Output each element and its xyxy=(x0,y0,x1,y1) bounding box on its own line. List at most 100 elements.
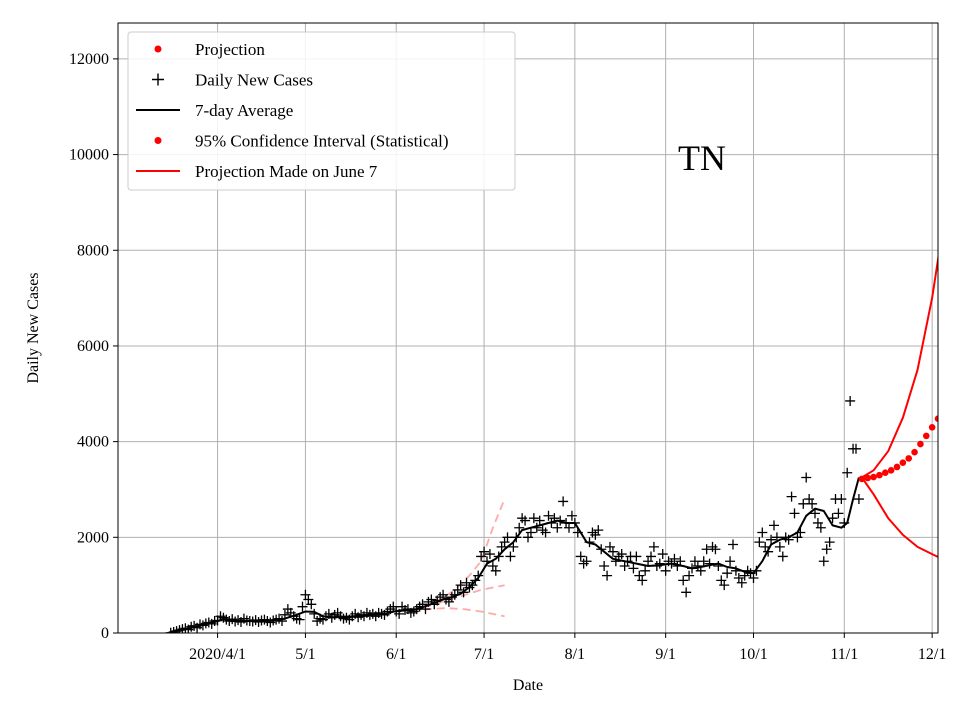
daily-cases-point xyxy=(502,532,513,543)
daily-cases-point xyxy=(774,541,785,552)
daily-cases-point xyxy=(698,556,709,567)
daily-cases-point xyxy=(657,549,668,560)
projection-point xyxy=(887,467,895,474)
legend-box xyxy=(127,31,516,191)
daily-cases-point xyxy=(845,395,856,406)
daily-cases-point xyxy=(646,551,656,562)
daily-cases-point xyxy=(640,565,651,576)
daily-cases-point xyxy=(725,556,736,567)
projection-point xyxy=(917,440,924,448)
daily-cases-point xyxy=(853,494,864,505)
daily-cases-point xyxy=(508,541,519,552)
projection-point xyxy=(893,463,901,471)
daily-cases-point xyxy=(581,556,592,567)
daily-cases-point xyxy=(669,553,680,564)
y-tick-label: 4000 xyxy=(77,434,109,451)
legend-marker-dot xyxy=(154,137,162,144)
daily-cases-point xyxy=(628,563,639,574)
daily-cases-point xyxy=(807,498,818,509)
y-tick-label: 0 xyxy=(101,625,109,642)
plot-frame xyxy=(117,22,939,634)
daily-cases-point xyxy=(525,527,536,538)
projection-point xyxy=(928,423,936,431)
daily-cases-point xyxy=(552,522,563,533)
projection-point xyxy=(864,474,872,482)
projection-point xyxy=(876,471,883,479)
daily-cases-point xyxy=(821,544,832,555)
x-tick-label: 12/1 xyxy=(918,646,946,663)
legend-label: Projection Made on June 7 xyxy=(195,162,378,181)
daily-cases-point xyxy=(564,522,574,533)
daily-cases-point xyxy=(851,443,861,454)
daily-cases-point xyxy=(722,568,733,579)
x-tick-label: 7/1 xyxy=(474,646,494,663)
daily-cases-point xyxy=(678,575,689,586)
x-tick-label: 8/1 xyxy=(565,646,585,663)
y-tick-label: 6000 xyxy=(77,338,109,355)
daily-cases-point xyxy=(543,510,554,521)
daily-cases-point xyxy=(710,544,721,555)
y-tick-label: 10000 xyxy=(69,147,109,164)
daily-cases-point xyxy=(484,549,495,560)
daily-cases-point xyxy=(842,467,853,478)
daily-cases-point xyxy=(833,508,844,519)
daily-cases-point xyxy=(528,513,539,524)
legend-label: Daily New Cases xyxy=(195,71,313,90)
daily-cases-point xyxy=(684,570,695,581)
daily-cases-point xyxy=(520,515,531,526)
x-tick-label: 5/1 xyxy=(295,646,315,663)
x-axis-label: Date xyxy=(513,677,543,694)
daily-cases-point xyxy=(602,570,613,581)
daily-cases-point xyxy=(455,580,466,591)
projection-point xyxy=(911,448,918,456)
daily-cases-point xyxy=(801,472,812,483)
daily-cases-point xyxy=(306,599,317,610)
daily-cases-point xyxy=(810,508,820,519)
projection-point xyxy=(858,475,866,483)
y-tick-label: 2000 xyxy=(77,529,109,546)
legend-label: Projection xyxy=(195,40,265,59)
daily-cases-point xyxy=(297,601,308,612)
daily-cases-point xyxy=(637,575,648,586)
daily-cases-point xyxy=(277,616,287,627)
x-tick-label: 2020/4/1 xyxy=(189,646,246,663)
daily-cases-point xyxy=(514,522,525,533)
daily-cases-point xyxy=(701,544,712,555)
daily-cases-point xyxy=(566,510,577,521)
legend-label: 95% Confidence Interval (Statistical) xyxy=(195,132,449,151)
projection-point xyxy=(870,473,877,481)
y-tick-label: 8000 xyxy=(77,242,109,259)
daily-cases-point xyxy=(599,561,610,572)
daily-cases-point xyxy=(490,565,501,576)
daily-cases-point xyxy=(294,614,305,625)
legend-marker-dot xyxy=(154,45,162,53)
daily-cases-point xyxy=(654,558,665,569)
x-tick-label: 9/1 xyxy=(655,646,675,663)
daily-cases-point xyxy=(558,496,569,507)
daily-cases-point xyxy=(479,546,490,557)
daily-cases-point xyxy=(616,549,627,560)
projection-point xyxy=(922,432,930,440)
legend-label: 7-day Average xyxy=(195,101,293,120)
daily-cases-point xyxy=(818,556,829,567)
daily-cases-point xyxy=(757,527,768,538)
daily-cases-point xyxy=(754,537,765,548)
daily-cases-point xyxy=(505,551,516,562)
daily-cases-point xyxy=(719,580,730,591)
daily-cases-point xyxy=(736,577,747,588)
daily-cases-point xyxy=(786,491,797,502)
daily-cases-point xyxy=(748,572,759,583)
daily-cases-point xyxy=(728,539,738,550)
daily-cases-point xyxy=(789,508,800,519)
daily-cases-point xyxy=(534,515,545,526)
projection-lower-ci-line xyxy=(861,476,938,559)
legend-marker-plus xyxy=(152,73,164,86)
daily-cases-point xyxy=(593,525,604,536)
projection-point xyxy=(881,469,889,477)
daily-cases-point xyxy=(648,541,659,552)
y-axis-label: Daily New Cases xyxy=(25,272,42,383)
x-tick-label: 11/1 xyxy=(830,646,858,663)
daily-cases-point xyxy=(836,494,847,505)
daily-cases-point xyxy=(766,534,777,545)
